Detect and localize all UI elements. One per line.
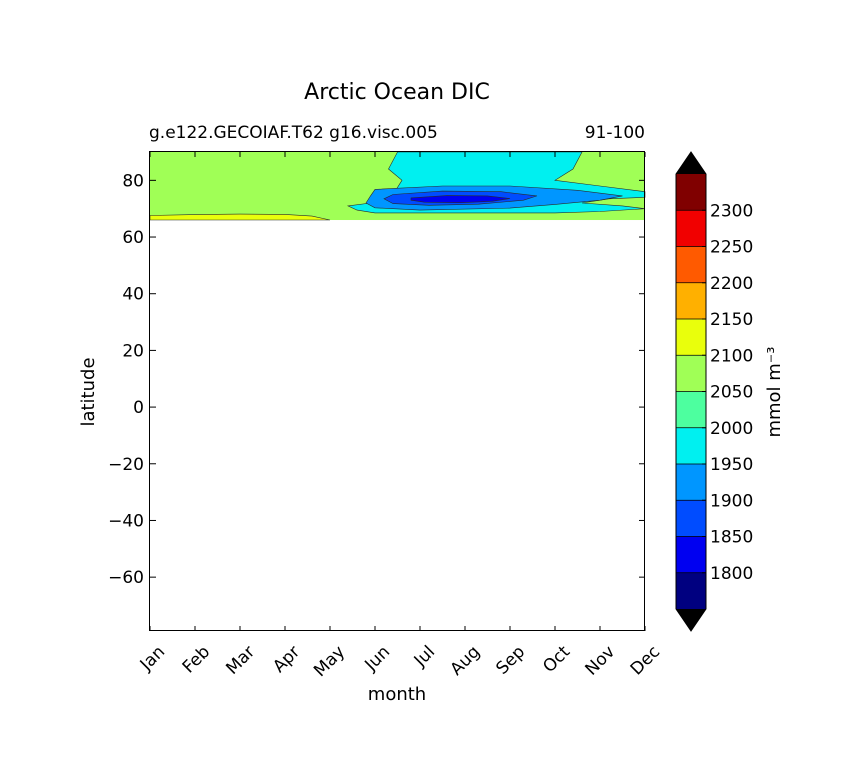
colorbar-segment (676, 355, 706, 392)
plot-area (149, 151, 646, 631)
plot-frame (149, 151, 645, 631)
colorbar-segment (676, 174, 706, 211)
y-tick-label: 20 (122, 341, 144, 361)
colorbar-tick-label: 2000 (710, 419, 753, 439)
colorbar-segment (676, 427, 706, 464)
x-tick-label: Oct (539, 642, 574, 677)
x-tick-label: Aug (447, 642, 485, 680)
y-tick-label: 40 (122, 285, 144, 305)
colorbar-tick-label: 2050 (710, 383, 753, 403)
y-tick-label: −60 (108, 568, 144, 588)
colorbar-tick-label: 2200 (710, 274, 753, 294)
colorbar-tick-labels: 1800 1850 1900 1950 2000 2050 2100 2150 2200 2250… (702, 201, 753, 584)
x-tick-label: Nov (582, 642, 620, 680)
contour-fill-yellow (149, 213, 331, 221)
colorbar-tick-label: 2100 (710, 346, 753, 366)
x-tick-label: Jul (410, 642, 439, 671)
x-tick-label: Feb (179, 642, 214, 677)
contour-fill-mediumblue (410, 195, 511, 204)
colorbar-tick-label: 1900 (710, 491, 753, 511)
chart-title: Arctic Ocean DIC (304, 80, 490, 105)
x-axis-label: month (368, 684, 426, 705)
x-tick-label: Dec (627, 642, 664, 679)
x-tick-label: Jan (136, 642, 169, 675)
colorbar-segment (676, 282, 706, 319)
x-tick-label: Apr (269, 642, 304, 677)
x-tick-label: Mar (222, 642, 259, 679)
colorbar-segment (676, 319, 706, 356)
y-tick-label: 0 (133, 398, 144, 418)
colorbar (675, 151, 707, 632)
contour-fills (149, 151, 646, 221)
colorbar-segment (676, 500, 706, 537)
colorbar-segment (676, 210, 706, 247)
colorbar-tick-label: 2300 (710, 201, 753, 221)
chart-subtitle-right: 91-100 (585, 123, 645, 143)
x-tick-label: May (310, 642, 349, 681)
colorbar-label: mmol m⁻³ (764, 346, 785, 437)
colorbar-tick-label: 1850 (710, 528, 753, 548)
colorbar-outline (675, 151, 707, 632)
y-axis-label: latitude (78, 357, 99, 426)
colorbar-segment (676, 536, 706, 573)
chart-subtitle-left: g.e122.GECOIAF.T62 g16.visc.005 (149, 123, 438, 143)
colorbar-tick-label: 2250 (710, 238, 753, 258)
y-tick-label: 80 (122, 171, 144, 191)
y-tick-labels: 80 60 40 20 0 −20 −40 −60 (108, 171, 144, 588)
colorbar-segment (676, 464, 706, 501)
x-tick-labels: Jan Feb Mar Apr May Jun Jul Aug Sep Oct Nov Dec (136, 642, 664, 681)
colorbar-segment (676, 572, 706, 609)
colorbar-tick-label: 1800 (710, 564, 753, 584)
colorbar-segment (676, 391, 706, 428)
colorbar-tick-label: 1950 (710, 455, 753, 475)
colorbar-segment (676, 246, 706, 283)
y-tick-label: −40 (108, 511, 144, 531)
axis-ticks (149, 152, 646, 631)
colorbar-tick-label: 2150 (710, 310, 753, 330)
y-tick-label: 60 (122, 228, 144, 248)
x-tick-label: Jun (361, 642, 395, 676)
colorbar-over-arrow (676, 152, 706, 174)
colorbar-under-arrow (676, 609, 706, 631)
x-tick-label: Sep (492, 642, 529, 679)
y-tick-label: −20 (108, 455, 144, 475)
